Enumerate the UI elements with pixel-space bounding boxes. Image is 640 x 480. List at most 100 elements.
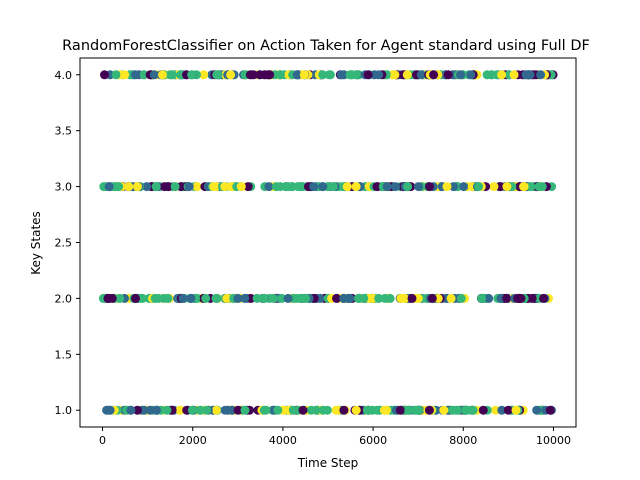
data-point — [439, 405, 449, 415]
data-point — [162, 405, 172, 415]
data-point — [202, 405, 212, 415]
data-point — [115, 293, 125, 303]
data-point — [497, 70, 507, 80]
data-point — [478, 405, 488, 415]
data-point — [111, 70, 121, 80]
data-point — [407, 293, 417, 303]
x-tick-label: 2000 — [179, 434, 207, 447]
data-point — [263, 70, 273, 80]
data-point — [131, 70, 140, 80]
data-point — [277, 293, 287, 303]
data-point — [213, 70, 223, 80]
data-point — [364, 405, 374, 415]
data-point — [132, 405, 142, 415]
data-point — [243, 182, 253, 192]
data-point — [165, 70, 175, 80]
data-point — [264, 182, 274, 192]
data-point — [537, 182, 547, 192]
x-tick-label: 4000 — [269, 434, 297, 447]
data-point — [525, 70, 535, 80]
data-point — [453, 405, 463, 415]
data-point — [299, 70, 309, 80]
data-point — [416, 70, 426, 80]
x-tick-label: 8000 — [449, 434, 477, 447]
data-point — [211, 293, 221, 303]
data-point — [192, 182, 202, 192]
data-point — [149, 70, 159, 80]
data-point — [318, 182, 328, 192]
data-point — [446, 293, 456, 303]
data-point — [252, 293, 262, 303]
data-point — [489, 182, 499, 192]
data-point — [382, 182, 392, 192]
data-point — [427, 293, 437, 303]
data-point — [150, 293, 160, 303]
data-point — [223, 405, 233, 415]
data-point — [124, 182, 134, 192]
data-point — [425, 182, 434, 192]
data-point — [468, 405, 478, 415]
data-point — [477, 293, 486, 303]
data-point — [100, 70, 109, 80]
data-point — [187, 405, 197, 415]
data-point — [456, 70, 466, 80]
data-point — [105, 405, 115, 415]
data-point — [374, 293, 384, 303]
data-point — [346, 70, 356, 80]
data-point — [339, 405, 349, 415]
data-point — [259, 293, 269, 303]
x-tick-label: 10000 — [536, 434, 571, 447]
data-point — [209, 182, 219, 192]
data-point — [345, 293, 355, 303]
data-point — [382, 405, 391, 415]
data-point — [236, 182, 246, 192]
data-point — [160, 182, 169, 192]
data-point — [449, 182, 458, 192]
data-point — [195, 405, 205, 415]
data-point — [283, 293, 293, 303]
chart-title: RandomForestClassifier on Action Taken f… — [62, 38, 590, 54]
data-point — [187, 70, 197, 80]
data-point — [292, 70, 302, 80]
data-point — [527, 293, 537, 303]
data-point — [158, 70, 167, 80]
scatter-points — [98, 70, 558, 415]
data-point — [293, 182, 303, 192]
data-point — [249, 70, 258, 80]
x-tick-label: 6000 — [359, 434, 387, 447]
data-point — [233, 293, 243, 303]
data-point — [280, 405, 289, 415]
y-axis-label: Key States — [29, 211, 43, 275]
data-point — [336, 70, 346, 80]
data-point — [424, 405, 434, 415]
data-point — [443, 70, 453, 80]
data-point — [511, 405, 521, 415]
data-point — [497, 405, 507, 415]
data-point — [496, 182, 506, 192]
data-point — [151, 405, 161, 415]
data-point — [391, 182, 400, 192]
data-point — [240, 293, 250, 303]
data-point — [385, 293, 395, 303]
data-point — [201, 293, 211, 303]
data-point — [414, 182, 423, 192]
data-point — [502, 293, 512, 303]
data-point — [429, 70, 439, 80]
x-tick-label: 0 — [99, 434, 106, 447]
data-point — [359, 293, 369, 303]
data-point — [283, 182, 293, 192]
data-point — [211, 405, 221, 415]
data-point — [474, 182, 484, 192]
data-point — [199, 70, 209, 80]
data-point — [490, 405, 500, 415]
data-point — [131, 293, 140, 303]
y-tick-label: 3.5 — [55, 125, 73, 138]
data-point — [309, 182, 319, 192]
data-point — [342, 182, 352, 192]
data-point — [145, 405, 155, 415]
y-tick-label: 2.0 — [55, 292, 73, 305]
data-point — [503, 405, 513, 415]
data-point — [220, 182, 230, 192]
data-point — [178, 293, 188, 303]
y-tick-label: 1.0 — [55, 404, 73, 417]
